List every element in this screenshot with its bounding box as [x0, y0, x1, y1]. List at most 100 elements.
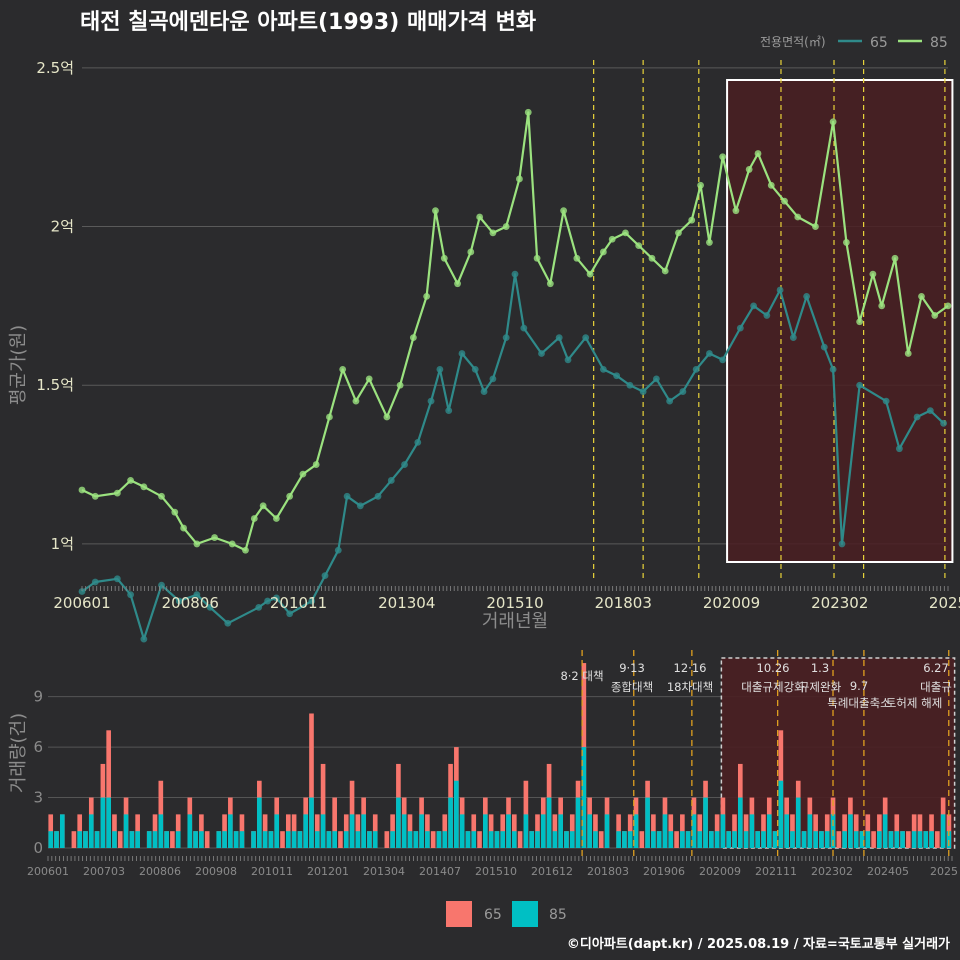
annotation-date: 9·13 — [619, 661, 645, 675]
volume-bar-65 — [639, 831, 645, 848]
volume-bar-85 — [454, 780, 459, 848]
legend-label-85: 85 — [930, 35, 948, 51]
volume-x-tick-label: 202111 — [755, 865, 797, 878]
price-point-85 — [732, 207, 740, 215]
price-point-65 — [555, 334, 563, 342]
price-point-65 — [926, 407, 934, 415]
volume-bar-85 — [691, 814, 697, 848]
price-x-tick-label: 202302 — [811, 594, 868, 612]
price-point-65 — [564, 356, 572, 364]
price-point-65 — [113, 575, 121, 583]
price-point-85 — [326, 413, 333, 421]
price-series — [78, 108, 952, 643]
price-point-85 — [259, 502, 267, 510]
volume-bar-85 — [523, 814, 529, 848]
volume-bar-85 — [413, 831, 419, 848]
price-point-65 — [803, 292, 811, 300]
volume-x-tick-label: 202302 — [811, 865, 853, 878]
volume-bar-85 — [488, 831, 494, 848]
price-y-tick-label: 2.5억 — [36, 59, 74, 77]
volume-bar-85 — [233, 831, 239, 848]
volume-bar-85 — [106, 797, 111, 848]
price-point-85 — [489, 229, 497, 237]
volume-bar-85 — [558, 814, 563, 848]
volume-bar-85 — [175, 831, 181, 848]
volume-bar-85 — [436, 831, 442, 848]
price-point-65 — [940, 419, 947, 427]
volume-bar-85 — [801, 831, 807, 848]
price-point-85 — [560, 207, 568, 215]
price-point-85 — [608, 235, 616, 243]
volume-bar-85 — [633, 814, 639, 848]
price-point-85 — [891, 254, 899, 262]
price-point-85 — [856, 318, 864, 326]
volume-bar-85 — [48, 831, 54, 848]
volume-bar-85 — [228, 814, 233, 848]
volume-bar-85 — [135, 831, 140, 848]
legend-bar-label-85: 85 — [549, 907, 567, 923]
annotation-label: 대출규제강화 — [741, 680, 805, 694]
price-point-65 — [480, 388, 488, 395]
price-x-tick-label: 201011 — [270, 594, 327, 612]
volume-bar-85 — [732, 831, 737, 848]
price-point-65 — [255, 603, 263, 611]
volume-bar-85 — [680, 831, 685, 848]
price-point-85 — [454, 280, 461, 288]
volume-bar-85 — [882, 814, 888, 848]
price-point-65 — [639, 388, 647, 395]
volume-bar-65 — [280, 831, 285, 848]
volume-bar-65 — [332, 797, 337, 848]
price-point-85 — [440, 254, 448, 262]
price-point-85 — [918, 292, 925, 300]
price-point-85 — [767, 181, 775, 189]
volume-policy-lines — [581, 650, 950, 856]
price-point-85 — [745, 166, 753, 173]
volume-bar-85 — [842, 831, 847, 848]
volume-y-tick-label: 3 — [33, 789, 43, 807]
volume-bar-65 — [517, 831, 523, 848]
price-point-85 — [476, 213, 484, 221]
price-point-85 — [675, 229, 682, 237]
volume-bar-85 — [129, 831, 135, 848]
volume-bar-85 — [627, 831, 633, 848]
price-point-85 — [211, 534, 218, 541]
volume-bar-65 — [320, 763, 326, 848]
volume-bar-85 — [88, 814, 94, 848]
volume-bar-65 — [674, 831, 679, 848]
volume-y-tick-label: 9 — [33, 688, 43, 706]
annotation-date: 6.27 — [923, 661, 949, 675]
price-point-85 — [242, 546, 249, 554]
volume-bar-85 — [372, 831, 378, 848]
volume-x-tick-label: 201612 — [531, 865, 573, 878]
volume-bar-85 — [459, 814, 465, 848]
price-point-85 — [171, 508, 179, 516]
volume-bar-85 — [581, 747, 587, 848]
volume-bar-85 — [303, 814, 309, 848]
price-point-65 — [750, 302, 757, 310]
price-point-65 — [264, 597, 271, 605]
volume-bar-65 — [71, 831, 77, 848]
annotation-label: 특례대출축소 — [827, 696, 890, 710]
annotation-date: 8·2 대책 — [560, 669, 603, 683]
volume-bar-85 — [703, 797, 708, 848]
price-point-85 — [339, 365, 347, 373]
volume-bar-85 — [529, 831, 535, 848]
price-point-85 — [432, 207, 439, 215]
volume-bars — [48, 663, 952, 848]
price-point-85 — [719, 153, 727, 161]
price-point-85 — [599, 248, 607, 256]
volume-bar-85 — [390, 831, 395, 848]
price-point-85 — [396, 381, 404, 389]
price-point-85 — [352, 397, 360, 405]
price-point-85 — [794, 213, 802, 221]
volume-x-tick-label: 200703 — [83, 865, 125, 878]
volume-bar-85 — [448, 797, 453, 848]
price-point-85 — [383, 413, 391, 421]
price-x-axis-title: 거래년월 — [482, 611, 548, 632]
volume-bar-85 — [367, 831, 372, 848]
price-point-85 — [781, 197, 788, 205]
price-point-65 — [356, 502, 364, 510]
price-point-85 — [533, 254, 541, 262]
price-point-65 — [582, 334, 590, 342]
